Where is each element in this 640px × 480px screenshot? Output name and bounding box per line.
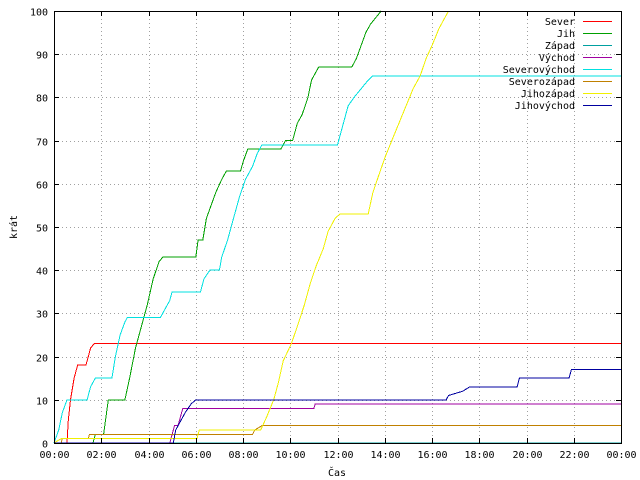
x-tick-label: 00:00 xyxy=(606,450,636,461)
legend-label: Jihovýchod xyxy=(515,100,575,112)
legend-label: Východ xyxy=(539,52,575,64)
y-tick-label: 0 xyxy=(42,440,48,451)
y-tick-label: 80 xyxy=(36,94,48,105)
x-axis-ticks: 00:00 02:00 04:00 06:00 08:00 10:00 12:00 14:00… xyxy=(39,11,637,461)
legend: SeverJihZápadVýchodSeverovýchodSeverozáp… xyxy=(503,17,612,112)
legend-label: Sever xyxy=(545,17,575,28)
series-line-2 xyxy=(54,10,382,444)
y-tick-label: 60 xyxy=(36,181,48,192)
series-line-1 xyxy=(54,343,621,444)
legend-label: Severovýchod xyxy=(503,64,575,76)
y-tick-label: 50 xyxy=(36,224,48,235)
legend-label: Jih xyxy=(557,29,575,40)
series-line-5 xyxy=(53,75,621,444)
series-line-6 xyxy=(54,425,621,444)
x-tick-label: 02:00 xyxy=(86,450,116,461)
y-axis-label: krát xyxy=(8,215,20,239)
legend-label: Západ xyxy=(545,40,575,52)
x-tick-label: 20:00 xyxy=(512,450,542,461)
y-tick-label: 30 xyxy=(36,310,48,321)
y-tick-label: 90 xyxy=(36,51,48,62)
y-axis-ticks: 0 10 20 30 40 50 60 70 80 90 100 xyxy=(30,8,621,451)
x-tick-label: 22:00 xyxy=(559,450,589,461)
y-tick-label: 100 xyxy=(30,8,48,19)
x-tick-label: 04:00 xyxy=(134,450,164,461)
x-tick-label: 12:00 xyxy=(323,450,353,461)
grid xyxy=(54,11,621,443)
series-line-4 xyxy=(54,403,621,444)
x-axis-label: Čas xyxy=(328,466,346,479)
series-line-7 xyxy=(53,10,449,444)
y-tick-label: 20 xyxy=(36,354,48,365)
y-tick-label: 10 xyxy=(36,397,48,408)
x-tick-label: 10:00 xyxy=(275,450,305,461)
x-tick-label: 14:00 xyxy=(370,450,400,461)
series-line-8 xyxy=(54,369,621,444)
x-tick-label: 16:00 xyxy=(417,450,447,461)
x-tick-label: 08:00 xyxy=(228,450,258,461)
legend-label: Jihozápad xyxy=(521,88,575,100)
x-tick-label: 00:00 xyxy=(39,450,69,461)
y-tick-label: 70 xyxy=(36,138,48,149)
x-tick-label: 06:00 xyxy=(181,450,211,461)
y-tick-label: 40 xyxy=(36,267,48,278)
legend-label: Severozápad xyxy=(509,76,575,88)
x-tick-label: 18:00 xyxy=(464,450,494,461)
